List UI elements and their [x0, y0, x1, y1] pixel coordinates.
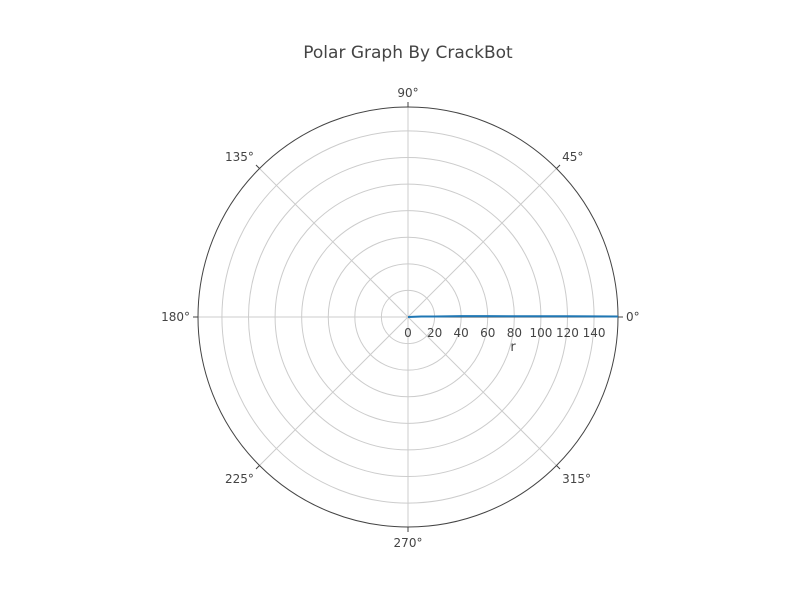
radial-tick-label: 100	[529, 326, 552, 340]
angular-tick-label: 0°	[626, 310, 640, 324]
angular-tick-label: 225°	[225, 472, 254, 486]
radial-tick-label: 120	[556, 326, 579, 340]
angular-tick-label: 45°	[562, 150, 583, 164]
series-layer	[407, 315, 619, 318]
radial-tick-label: 20	[427, 326, 442, 340]
angular-tick	[556, 465, 561, 470]
radial-axis-title: r	[510, 340, 516, 355]
angular-tick-label: 315°	[562, 472, 591, 486]
radial-axis: 0 20 40 60 80 100 120 140	[404, 316, 618, 340]
angular-tick-label: 90°	[397, 86, 418, 100]
angular-tick-label: 180°	[161, 310, 190, 324]
angular-tick	[255, 465, 260, 470]
radial-tick-label: 60	[480, 326, 495, 340]
radial-tick-label: 40	[454, 326, 469, 340]
angular-tick-label: 270°	[394, 536, 423, 550]
angular-gridline	[407, 316, 557, 466]
angular-tick-label: 135°	[225, 150, 254, 164]
angular-tick	[556, 164, 561, 169]
radial-tick-label: 140	[583, 326, 606, 340]
angular-gridline	[259, 316, 409, 466]
radial-tick-label: 0	[404, 326, 412, 340]
series-line	[407, 315, 619, 318]
angular-gridline	[259, 168, 409, 318]
angular-axis: 0° 45° 90° 135° 180° 225° 270° 315°	[161, 86, 640, 550]
angular-gridline	[407, 168, 557, 318]
radial-tick-label: 80	[507, 326, 522, 340]
chart-title: Polar Graph By CrackBot	[303, 43, 513, 63]
angular-tick	[255, 164, 260, 169]
